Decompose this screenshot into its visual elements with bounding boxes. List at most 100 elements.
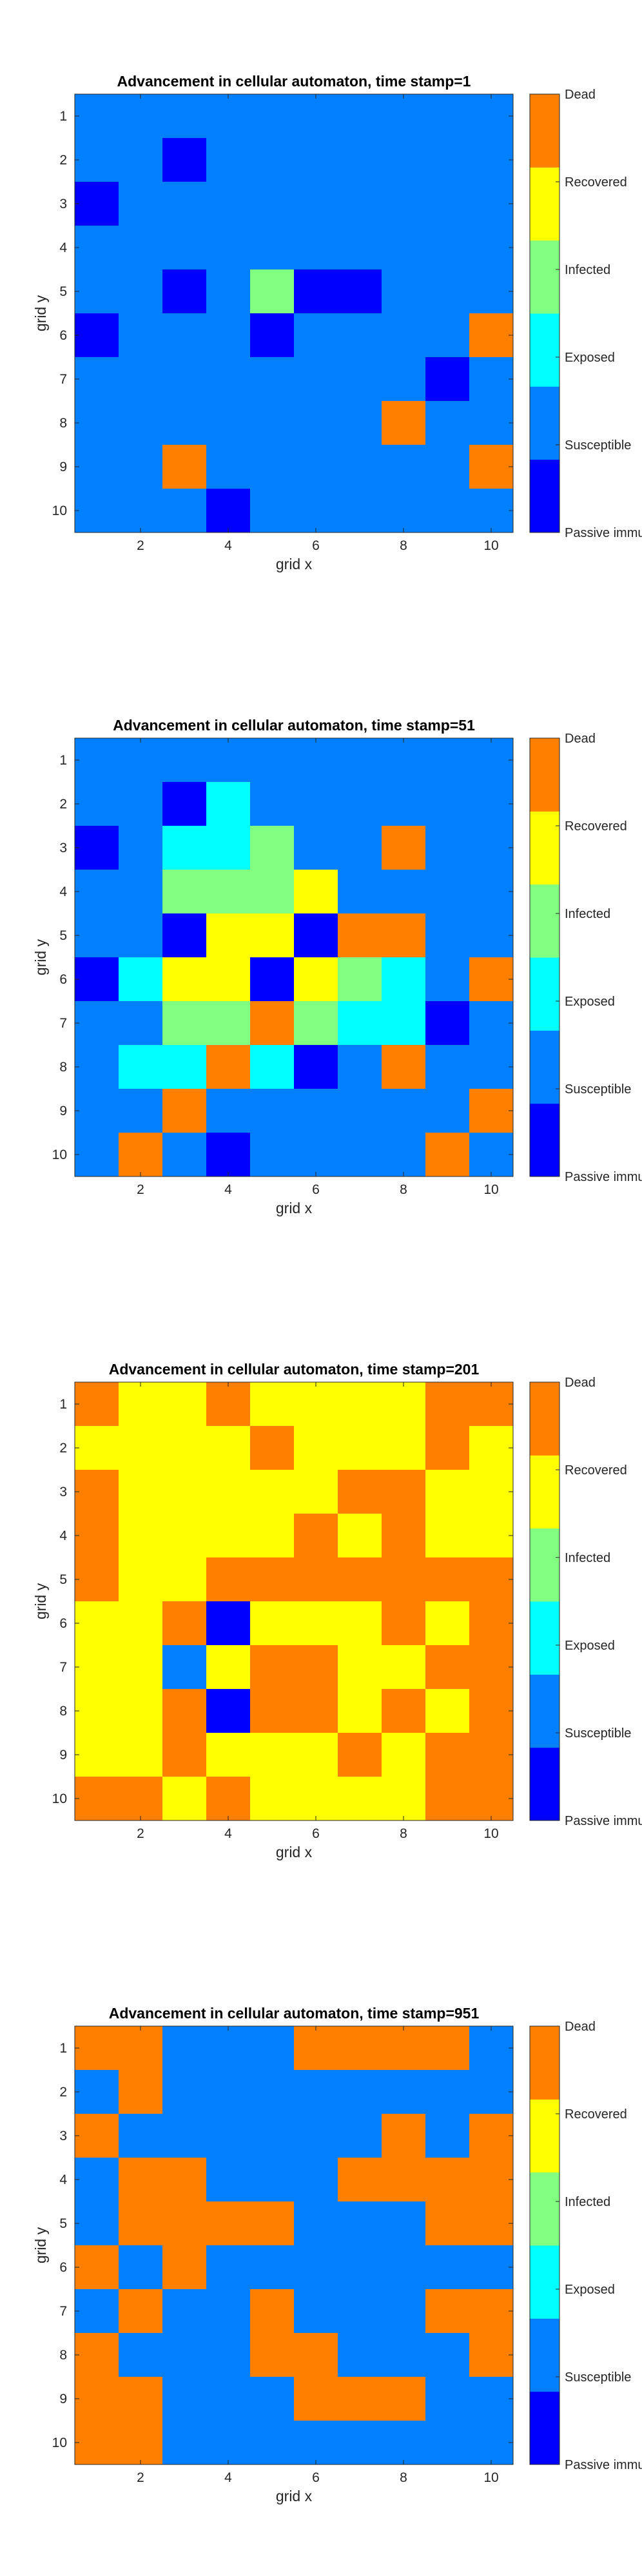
heatmap-cell [250,1426,295,1470]
heatmap-cell [206,269,251,314]
heatmap-cell [75,1777,119,1821]
colorbar-label: Infected [565,2195,610,2209]
heatmap-cell [425,2289,470,2334]
colorbar-label: Exposed [565,351,615,365]
heatmap-cell [425,913,470,958]
y-tick-label: 7 [59,1660,67,1675]
x-tick-label: 4 [224,1182,232,1197]
heatmap-cell [294,1133,338,1177]
heatmap-cell [75,870,119,914]
y-tick-label: 4 [59,884,67,899]
heatmap-cell [75,445,119,489]
heatmap-cell [162,2026,207,2071]
heatmap-cell [206,182,251,226]
heatmap-cell [382,1645,426,1690]
heatmap-cell [206,1133,251,1177]
heatmap-cell [294,94,338,139]
colorbar-label: Passive immunity [565,2458,642,2472]
x-tick-label: 6 [312,538,320,553]
heatmap-cell [469,1133,514,1177]
heatmap-cell [75,2377,119,2421]
heatmap-cell [338,1777,382,1821]
x-tick-label: 2 [137,1826,144,1841]
heatmap-cell [250,1689,295,1733]
heatmap-cell [250,870,295,914]
y-tick-label: 9 [59,1104,67,1118]
heatmap-cell [294,138,338,182]
heatmap-cell [425,1514,470,1558]
heatmap-cell [162,269,207,314]
heatmap-cell [206,913,251,958]
heatmap-chart: Advancement in cellular automaton, time … [32,717,642,1216]
heatmap-cell [425,2201,470,2246]
y-tick-label: 2 [59,153,67,168]
heatmap-cell [250,226,295,270]
heatmap-cell [206,1733,251,1777]
x-tick-label: 2 [137,2470,144,2485]
heatmap-cell [119,138,163,182]
heatmap-cell [338,1645,382,1690]
plot-frame [74,1381,514,1821]
heatmap-cell [162,2289,207,2334]
heatmap-cell [250,2026,295,2071]
colorbar-label: Exposed [565,2283,615,2297]
heatmap-cell [250,2333,295,2377]
x-tick-label: 8 [400,2470,407,2485]
colorbar-label: Passive immunity [565,1170,642,1184]
heatmap-cell [338,1733,382,1777]
heatmap-cell [425,138,470,182]
colorbar-label: Dead [565,1376,596,1390]
heatmap-cell [206,2114,251,2158]
heatmap-cell [162,738,207,783]
heatmap-cell [162,2421,207,2465]
heatmap-cell [250,2421,295,2465]
heatmap-cell [469,94,514,139]
heatmap-cell [294,1733,338,1777]
x-tick-label: 4 [224,538,232,553]
heatmap-cell [119,2026,163,2071]
heatmap-cell [338,2158,382,2202]
heatmap-cell [250,1001,295,1046]
heatmap-cell [75,1645,119,1690]
heatmap-cell [206,2289,251,2334]
y-tick-label: 10 [52,1791,67,1806]
x-tick-label: 8 [400,538,407,553]
heatmap-cell [119,870,163,914]
heatmap-cell [119,1733,163,1777]
heatmap-cell [469,401,514,445]
heatmap-cell [75,182,119,226]
colorbar-segment [530,1030,559,1104]
y-axis-label: grid y [32,939,49,975]
heatmap-cell [75,269,119,314]
heatmap-cell [250,94,295,139]
colorbar-segment [530,2172,559,2246]
x-tick-label: 10 [483,2470,498,2485]
heatmap-cell [294,1689,338,1733]
heatmap-cell [469,957,514,1002]
heatmap-cell [206,2070,251,2114]
heatmap-cell [425,957,470,1002]
heatmap-cell [162,1045,207,1089]
colorbar-segment [530,1103,559,1177]
y-tick-label: 4 [59,1528,67,1543]
heatmap-cell [119,2289,163,2334]
heatmap-cell [206,94,251,139]
heatmap-cell [382,1557,426,1602]
heatmap-cell [250,826,295,870]
colorbar-segment [530,1382,559,1456]
heatmap-cell [119,2333,163,2377]
colorbar-segment [530,1674,559,1748]
heatmap-cell [294,2026,338,2071]
heatmap-cell [206,138,251,182]
heatmap-cell [162,2333,207,2377]
colorbar-segment [530,811,559,885]
heatmap-cell [75,1601,119,1646]
heatmap-cell [382,2114,426,2158]
heatmap-cell [294,2070,338,2114]
heatmap-cell [206,1514,251,1558]
y-tick-label: 4 [59,2172,67,2187]
heatmap-cell [294,1382,338,1427]
heatmap-cell [206,1470,251,1514]
colorbar-label: Dead [565,2020,596,2034]
heatmap-cell [425,2245,470,2290]
